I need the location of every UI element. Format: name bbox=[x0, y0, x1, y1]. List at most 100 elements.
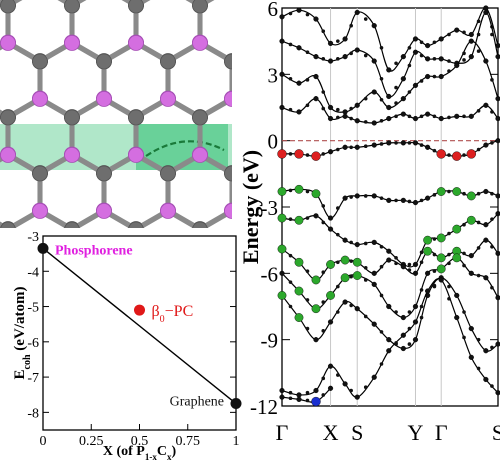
band-point bbox=[447, 231, 451, 236]
band-point bbox=[412, 82, 419, 88]
phosphorus-atom bbox=[128, 35, 144, 51]
band-point bbox=[490, 245, 494, 249]
band-point bbox=[363, 194, 368, 198]
band-point bbox=[386, 303, 392, 310]
band-point bbox=[305, 153, 310, 157]
band-point bbox=[279, 270, 285, 276]
y-tick-label: -12 bbox=[250, 395, 278, 419]
band-point-green bbox=[326, 291, 335, 300]
band-point bbox=[432, 74, 437, 79]
band-point bbox=[349, 259, 353, 263]
band-point bbox=[296, 396, 302, 402]
band-point bbox=[305, 269, 310, 273]
band-point bbox=[419, 53, 424, 58]
band-point-green bbox=[311, 304, 321, 314]
band-point bbox=[354, 306, 360, 312]
band-point bbox=[438, 277, 444, 283]
band-point bbox=[468, 31, 474, 38]
band-point bbox=[305, 12, 310, 17]
band-point bbox=[407, 326, 412, 331]
band-point bbox=[371, 58, 377, 64]
band-point bbox=[419, 40, 424, 45]
band-point bbox=[400, 96, 406, 102]
band-point bbox=[432, 40, 437, 45]
band-point bbox=[349, 23, 353, 28]
band-point bbox=[342, 109, 348, 115]
band-point bbox=[327, 104, 334, 111]
band-point bbox=[354, 193, 360, 199]
phosphorus-atom bbox=[1, 260, 16, 275]
band-point bbox=[336, 284, 340, 289]
band-point bbox=[425, 144, 431, 150]
band-point-green bbox=[352, 257, 362, 267]
carbon-atom bbox=[64, 0, 80, 14]
data-point bbox=[37, 242, 49, 254]
band-point bbox=[425, 42, 431, 49]
band-point bbox=[412, 270, 419, 276]
band-point bbox=[412, 36, 419, 42]
band-point bbox=[468, 253, 474, 259]
y-tick-label: -4 bbox=[27, 265, 39, 280]
band-point bbox=[305, 390, 310, 395]
band-point bbox=[327, 215, 334, 221]
data-point bbox=[230, 398, 242, 410]
carbon-atom bbox=[128, 109, 144, 126]
carbon-atom bbox=[224, 53, 232, 70]
band-point bbox=[495, 390, 500, 396]
band-point bbox=[327, 226, 334, 232]
phosphorus-atom bbox=[64, 35, 80, 51]
band-point bbox=[342, 237, 348, 243]
band-point bbox=[447, 153, 451, 157]
energy-axis-label: Energy (eV) bbox=[238, 150, 263, 264]
band-point bbox=[349, 388, 353, 393]
band-point-green bbox=[436, 233, 446, 243]
band-point bbox=[412, 319, 419, 325]
band-point bbox=[371, 142, 377, 148]
band-point bbox=[447, 284, 451, 289]
bond-hexagon bbox=[360, 0, 424, 5]
y-tick-label: -3 bbox=[27, 230, 39, 245]
band-point bbox=[468, 113, 474, 119]
band-point bbox=[400, 345, 406, 352]
band-point bbox=[432, 269, 437, 273]
band-point bbox=[386, 248, 392, 254]
band-point bbox=[419, 315, 424, 320]
band-point bbox=[371, 120, 377, 126]
band-point bbox=[279, 387, 285, 394]
y-tick-label: -8 bbox=[27, 406, 39, 421]
band-point bbox=[419, 288, 424, 292]
band-point bbox=[379, 362, 384, 366]
band-point bbox=[379, 293, 384, 298]
band-point bbox=[483, 376, 489, 383]
band-point-green bbox=[340, 273, 350, 283]
band-point bbox=[371, 239, 377, 245]
band-point-green bbox=[277, 187, 287, 196]
x-tick-label: 0.25 bbox=[79, 434, 104, 449]
band-point bbox=[447, 296, 451, 301]
band-point-red bbox=[277, 149, 287, 159]
band-point bbox=[296, 45, 302, 51]
band-point bbox=[288, 11, 293, 16]
band-point bbox=[483, 275, 489, 281]
band-point bbox=[354, 47, 360, 53]
band-point-green bbox=[452, 187, 462, 196]
band-point bbox=[327, 40, 334, 46]
band-point bbox=[321, 376, 326, 381]
band-point bbox=[490, 384, 494, 388]
band-point bbox=[476, 246, 481, 250]
band-point bbox=[363, 278, 368, 282]
x-tick-label: 0.5 bbox=[131, 434, 149, 449]
carbon-atom bbox=[64, 109, 80, 126]
band-point bbox=[394, 114, 398, 119]
band-point bbox=[371, 281, 377, 287]
carbon-atom bbox=[256, 110, 271, 125]
band-point bbox=[447, 69, 451, 73]
band-point bbox=[321, 152, 326, 156]
band-point bbox=[425, 288, 431, 294]
band-point bbox=[394, 310, 398, 314]
carbon-atom bbox=[64, 221, 80, 228]
band-point bbox=[342, 113, 348, 119]
phosphorus-atom bbox=[257, 35, 272, 50]
band-point bbox=[288, 253, 293, 258]
